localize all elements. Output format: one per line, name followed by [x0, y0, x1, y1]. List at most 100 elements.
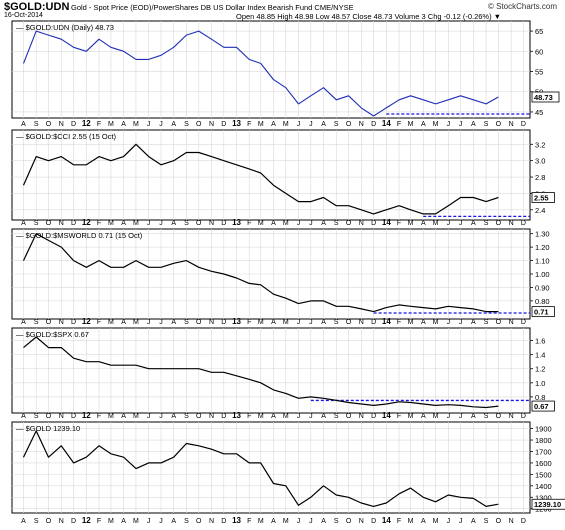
- x-tick-label: D: [71, 319, 76, 326]
- x-tick-label: J: [309, 518, 313, 525]
- x-tick-label: A: [321, 413, 326, 420]
- x-tick-label: N: [59, 413, 64, 420]
- x-tick-label: A: [271, 220, 276, 227]
- x-tick-label: M: [258, 121, 264, 128]
- x-tick-label: 14: [382, 317, 391, 326]
- quote-summary: Open 48.85 High 48.98 Low 48.57 Close 48…: [236, 12, 502, 21]
- x-tick-label: 14: [382, 411, 391, 420]
- x-tick-label: M: [283, 413, 289, 420]
- x-tick-label: A: [471, 413, 476, 420]
- x-tick-label: M: [258, 319, 264, 326]
- x-tick-label: O: [196, 220, 202, 227]
- chart-panel: 0.8 1.0 1.2 1.4 1.6 — $GOLD:$SPX 0.67 0.67: [11, 327, 555, 414]
- x-tick-label: O: [346, 220, 352, 227]
- series-label: — $GOLD 1239.10: [16, 424, 80, 433]
- x-tick-label: D: [521, 518, 526, 525]
- x-tick-label: J: [447, 413, 451, 420]
- x-tick-label: N: [359, 319, 364, 326]
- x-axis-row: A S O N D 12 F M A M J J A S O N D 13 F M A M J J A S O N D 14 F M A M J J A…: [21, 317, 526, 326]
- x-axis-row: A S O N D 12 F M A M J J A S O N D 13 F M A M J J A S O N D 14 F M A M J J A…: [21, 119, 526, 128]
- series-line: [22, 30, 499, 117]
- x-tick-label: N: [509, 319, 514, 326]
- x-tick-label: A: [271, 518, 276, 525]
- x-tick-label: M: [133, 413, 139, 420]
- panel-frame: [11, 20, 531, 119]
- x-tick-label: A: [321, 121, 326, 128]
- x-tick-label: D: [371, 319, 376, 326]
- x-tick-label: S: [334, 220, 339, 227]
- x-tick-label: N: [509, 121, 514, 128]
- y-tick-label: 3.2: [535, 140, 545, 149]
- x-tick-label: J: [147, 518, 151, 525]
- series-line: [23, 336, 499, 409]
- x-tick-label: S: [334, 413, 339, 420]
- x-tick-label: A: [21, 319, 26, 326]
- x-tick-label: A: [21, 413, 26, 420]
- x-tick-label: J: [309, 220, 313, 227]
- x-tick-label: F: [397, 121, 401, 128]
- x-tick-label: D: [71, 220, 76, 227]
- x-tick-label: M: [408, 121, 414, 128]
- chart-header: $GOLD:UDN Gold - Spot Price (EOD)/PowerS…: [0, 0, 565, 21]
- y-tick-label: 1.10: [535, 257, 550, 266]
- x-tick-label: N: [59, 319, 64, 326]
- x-tick-label: N: [359, 220, 364, 227]
- y-tick-label: 1900: [535, 425, 552, 434]
- x-tick-label: J: [309, 413, 313, 420]
- x-tick-label: 13: [232, 317, 241, 326]
- x-tick-label: D: [221, 518, 226, 525]
- x-tick-label: J: [447, 121, 451, 128]
- x-tick-label: A: [171, 220, 176, 227]
- x-tick-label: M: [108, 121, 114, 128]
- x-tick-label: M: [408, 518, 414, 525]
- x-tick-label: M: [283, 518, 289, 525]
- x-tick-label: F: [97, 413, 101, 420]
- panel-frame: [11, 327, 531, 414]
- x-tick-label: A: [321, 220, 326, 227]
- x-tick-label: A: [121, 518, 126, 525]
- x-tick-label: M: [433, 220, 439, 227]
- x-tick-label: M: [108, 220, 114, 227]
- x-tick-label: A: [421, 319, 426, 326]
- x-tick-label: A: [321, 518, 326, 525]
- chart-panel: 0.80 0.90 1.00 1.10 1.20 1.30 — $GOLD:$MSWORLD…: [11, 228, 555, 320]
- x-tick-label: M: [433, 518, 439, 525]
- x-tick-label: D: [521, 220, 526, 227]
- chart-description: Gold - Spot Price (EOD)/PowerShares DB U…: [71, 3, 354, 12]
- x-tick-label: F: [97, 518, 101, 525]
- x-tick-label: J: [147, 319, 151, 326]
- x-tick-label: A: [321, 319, 326, 326]
- x-tick-label: D: [221, 413, 226, 420]
- x-tick-label: A: [471, 220, 476, 227]
- x-tick-label: M: [433, 413, 439, 420]
- y-tick-label: 1.4: [535, 351, 545, 360]
- x-tick-label: S: [484, 518, 489, 525]
- y-tick-label: 0.8: [535, 393, 545, 402]
- x-tick-label: M: [408, 319, 414, 326]
- last-value-box: [531, 192, 555, 203]
- x-tick-label: O: [46, 220, 52, 227]
- x-tick-label: N: [359, 518, 364, 525]
- x-tick-label: O: [196, 121, 202, 128]
- x-tick-label: O: [496, 319, 502, 326]
- x-tick-label: J: [297, 518, 301, 525]
- x-tick-label: 14: [382, 516, 391, 525]
- x-tick-label: F: [397, 413, 401, 420]
- x-tick-label: A: [171, 518, 176, 525]
- x-tick-label: M: [433, 319, 439, 326]
- x-tick-label: J: [297, 319, 301, 326]
- x-tick-label: F: [247, 413, 251, 420]
- x-tick-label: F: [97, 220, 101, 227]
- x-tick-label: 13: [232, 218, 241, 227]
- x-tick-label: M: [283, 220, 289, 227]
- x-tick-label: N: [509, 220, 514, 227]
- y-tick-label: 1.2: [535, 365, 545, 374]
- chart-date: 16-Oct-2014: [4, 12, 43, 19]
- y-tick-label: 2.4: [535, 206, 545, 215]
- x-tick-label: O: [496, 121, 502, 128]
- x-tick-label: D: [371, 121, 376, 128]
- x-tick-label: S: [184, 413, 189, 420]
- last-value-box: [531, 91, 560, 103]
- x-tick-label: O: [496, 220, 502, 227]
